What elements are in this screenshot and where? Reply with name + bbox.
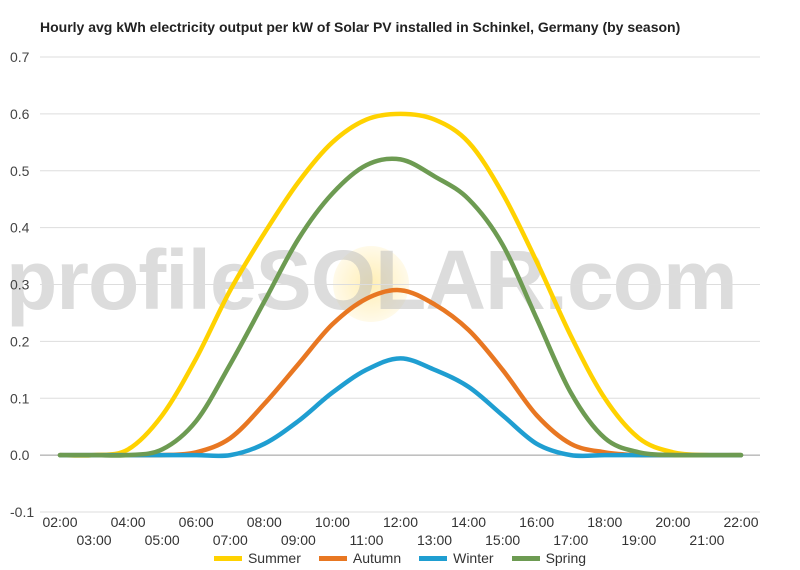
legend-item-winter: Winter bbox=[419, 550, 494, 566]
y-tick-label: 0.5 bbox=[10, 163, 30, 179]
y-tick-label: 0.6 bbox=[10, 106, 30, 122]
x-tick-label: 13:00 bbox=[417, 532, 452, 548]
x-tick-label: 06:00 bbox=[179, 514, 214, 530]
legend-swatch-summer bbox=[213, 555, 242, 561]
x-tick-label: 02:00 bbox=[42, 514, 77, 530]
legend: Summer Autumn Winter Spring bbox=[0, 548, 800, 568]
legend-item-spring: Spring bbox=[511, 550, 587, 566]
x-tick-label: 12:00 bbox=[383, 514, 418, 530]
series-line-spring bbox=[57, 156, 744, 458]
y-tick-label: 0.7 bbox=[10, 49, 30, 65]
legend-swatch-autumn bbox=[318, 555, 347, 561]
x-tick-label: 15:00 bbox=[485, 532, 520, 548]
x-tick-label: 11:00 bbox=[349, 532, 383, 548]
legend-swatch-spring bbox=[511, 555, 540, 561]
x-tick-label: 21:00 bbox=[689, 532, 724, 548]
x-tick-label: 19:00 bbox=[621, 532, 656, 548]
x-tick-label: 10:00 bbox=[315, 514, 350, 530]
x-tick-label: 22:00 bbox=[723, 514, 758, 530]
series-line-autumn bbox=[57, 287, 744, 458]
x-tick-label: 05:00 bbox=[145, 532, 180, 548]
y-tick-label: -0.1 bbox=[10, 504, 34, 520]
legend-item-summer: Summer bbox=[213, 550, 301, 566]
legend-label-summer: Summer bbox=[247, 550, 301, 566]
x-tick-label: 08:00 bbox=[247, 514, 282, 530]
y-tick-label: 0.2 bbox=[10, 333, 30, 349]
legend-label-winter: Winter bbox=[453, 550, 494, 566]
x-tick-label: 16:00 bbox=[519, 514, 554, 530]
series-line-summer bbox=[57, 111, 744, 458]
x-tick-label: 18:00 bbox=[587, 514, 622, 530]
series-line-winter bbox=[57, 356, 744, 459]
y-tick-label: 0.3 bbox=[10, 277, 30, 293]
y-tick-label: 0.4 bbox=[10, 220, 30, 236]
x-tick-label: 14:00 bbox=[451, 514, 486, 530]
x-tick-label: 04:00 bbox=[111, 514, 146, 530]
y-tick-label: 0.1 bbox=[10, 390, 30, 406]
y-tick-label: 0.0 bbox=[10, 447, 30, 463]
x-tick-label: 17:00 bbox=[553, 532, 588, 548]
x-tick-label: 09:00 bbox=[281, 532, 316, 548]
chart-title: Hourly avg kWh electricity output per kW… bbox=[40, 19, 681, 35]
legend-label-spring: Spring bbox=[545, 550, 587, 566]
legend-label-autumn: Autumn bbox=[352, 550, 402, 566]
x-tick-label: 07:00 bbox=[213, 532, 248, 548]
x-tick-label: 20:00 bbox=[655, 514, 690, 530]
legend-swatch-winter bbox=[419, 555, 448, 561]
x-tick-label: 03:00 bbox=[77, 532, 112, 548]
legend-item-autumn: Autumn bbox=[318, 550, 402, 566]
